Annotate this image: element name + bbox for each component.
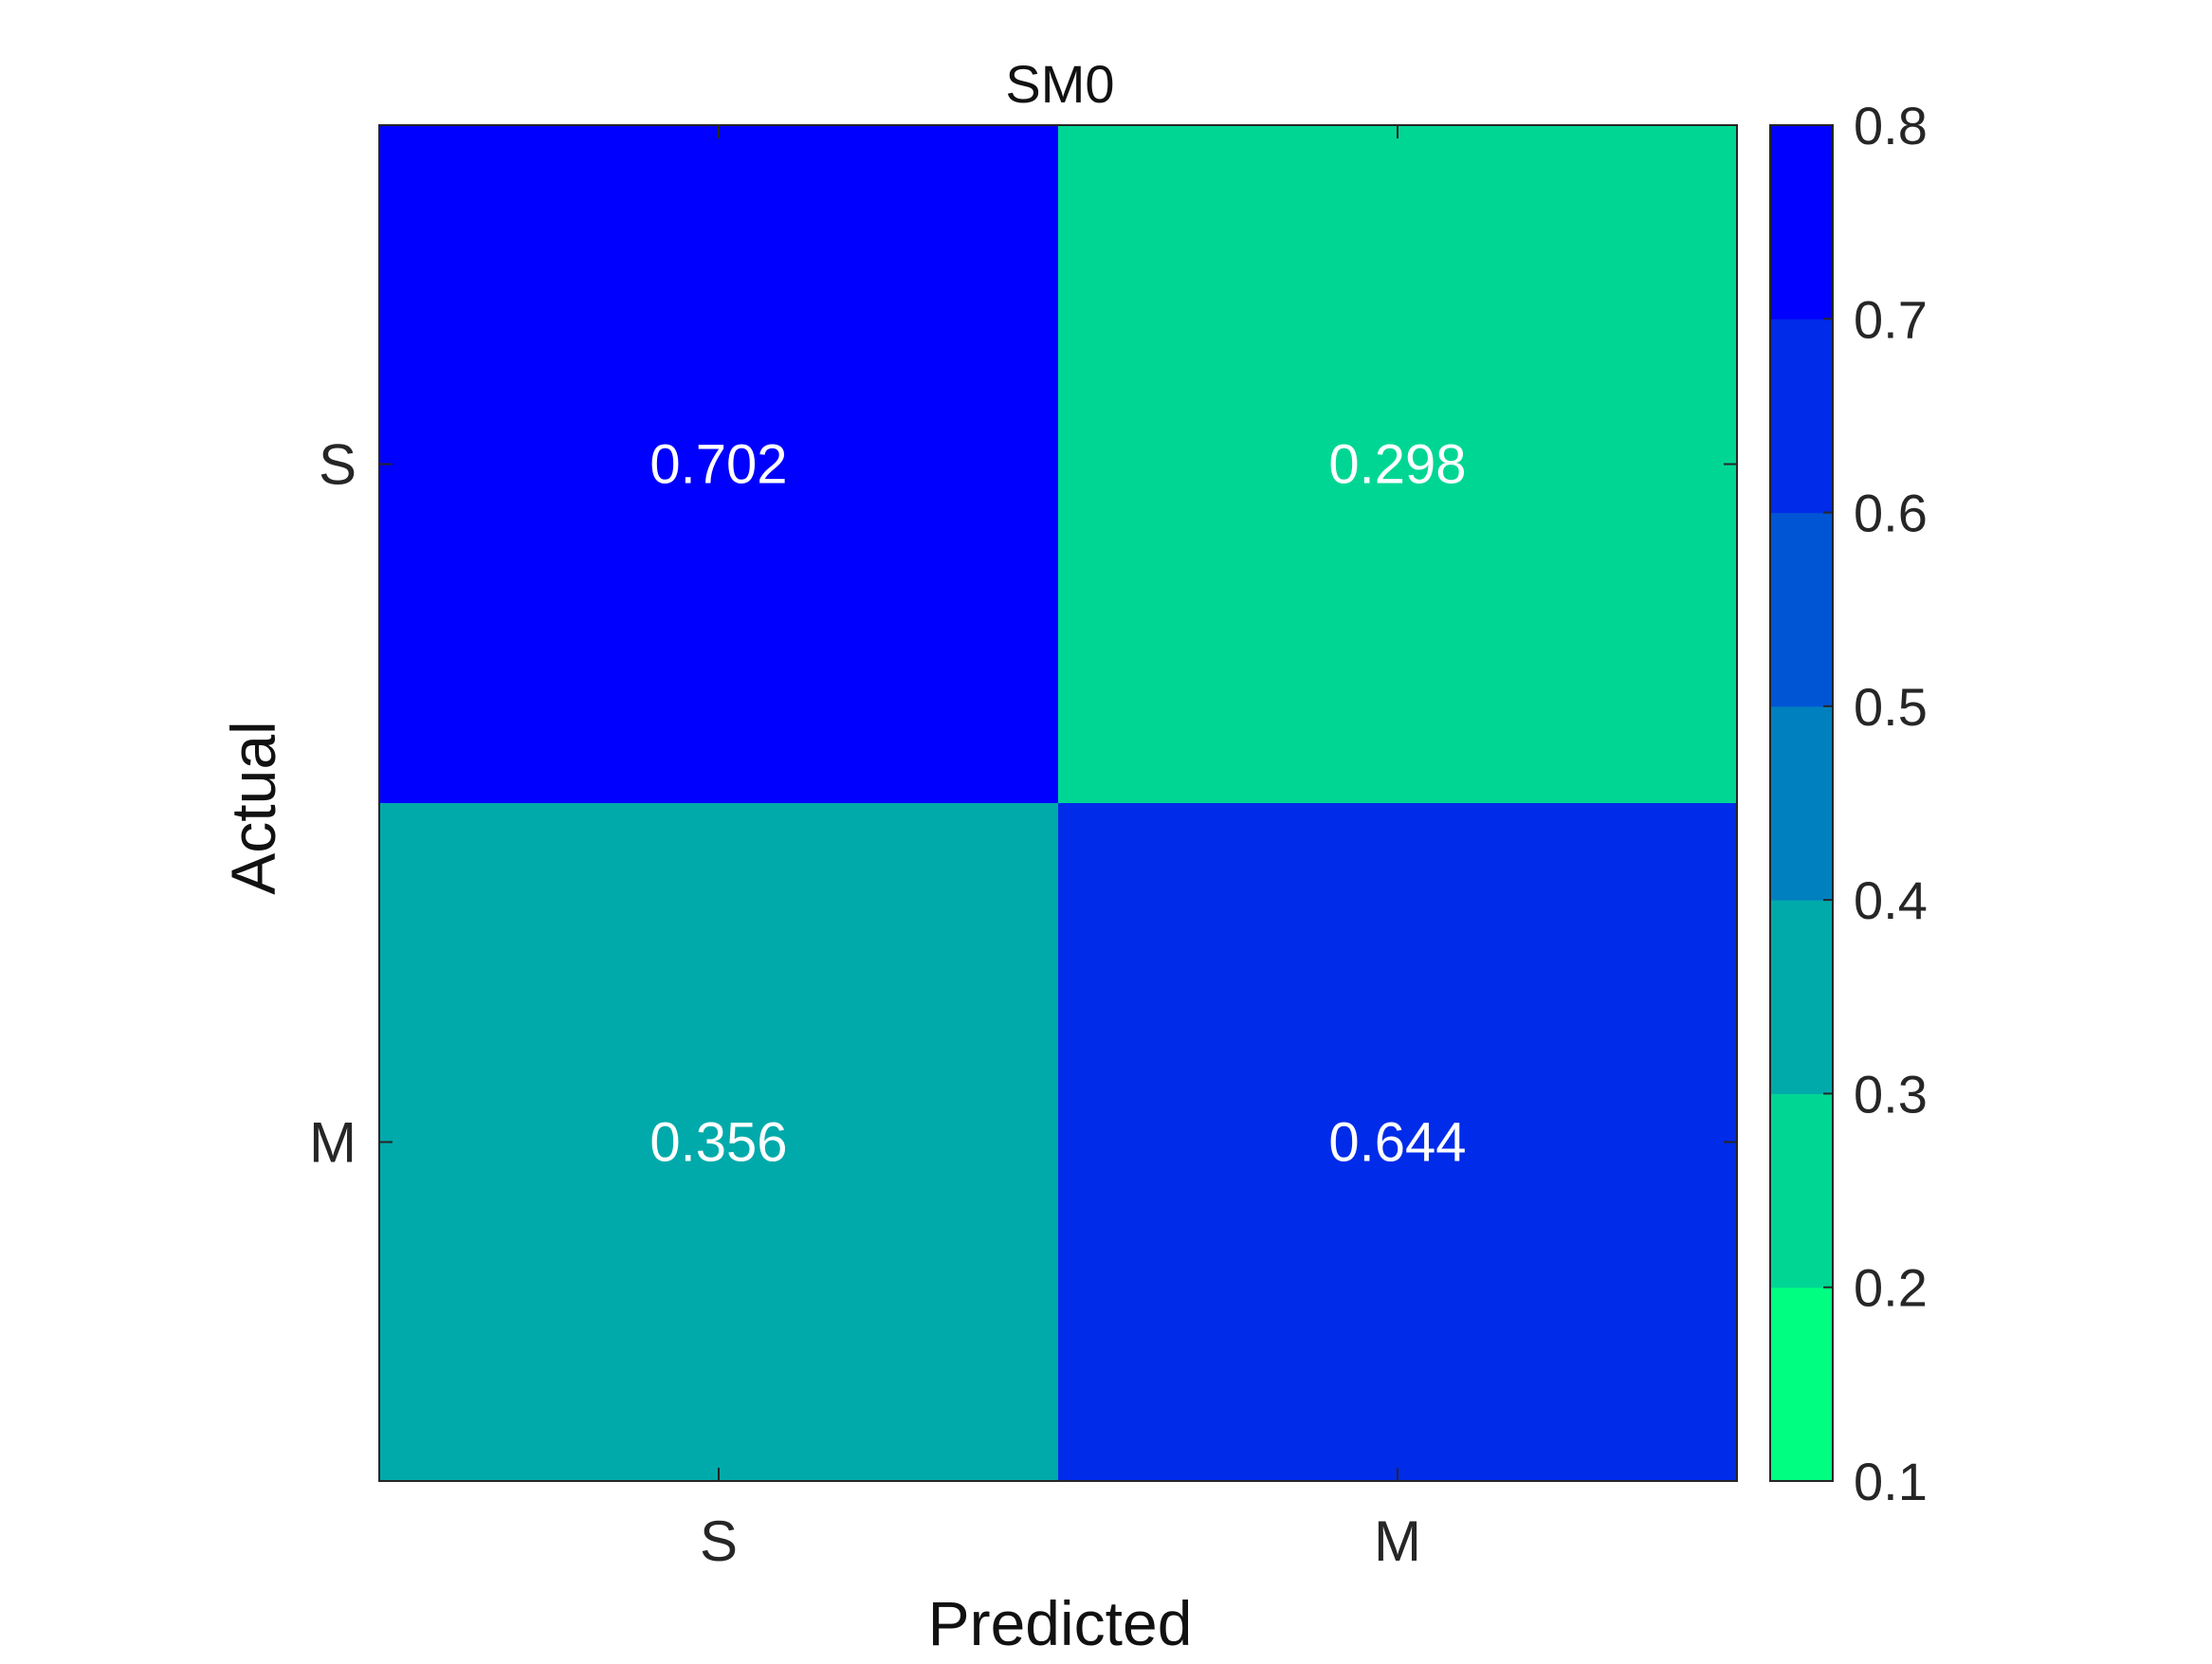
colorbar-tick-label: 0.5	[1854, 677, 1928, 737]
colorbar-bin	[1770, 705, 1833, 901]
colorbar-tick-label: 0.7	[1854, 289, 1928, 349]
colorbar: 0.8 0.7 0.6 0.5 0.4 0.3 0.2 0.1	[1769, 96, 1928, 1511]
colorbar-bin	[1770, 512, 1833, 707]
colorbar-tick-label: 0.2	[1854, 1258, 1928, 1318]
colorbar-bin	[1770, 1287, 1833, 1482]
colorbar-frame	[1769, 124, 1834, 1482]
colorbar-bin	[1770, 125, 1833, 320]
chart-title: SM0	[1005, 54, 1114, 114]
colorbar-tick-label: 0.8	[1854, 96, 1928, 155]
x-tick-label: S	[700, 1509, 738, 1573]
heatmap-cell	[379, 803, 1059, 1482]
heatmap-cell	[379, 125, 1059, 804]
x-tick-label: M	[1374, 1509, 1421, 1573]
colorbar-bin	[1770, 319, 1833, 514]
cell-value-label: 0.702	[649, 434, 787, 496]
colorbar-tick-label: 0.6	[1854, 484, 1928, 543]
heatmap-cells: 0.702 0.298 0.356 0.644	[379, 125, 1738, 1482]
colorbar-tick-label: 0.4	[1854, 870, 1928, 930]
y-tick-label: M	[309, 1111, 356, 1175]
y-tick-label: S	[319, 433, 356, 497]
colorbar-bin	[1770, 1093, 1833, 1289]
y-axis-label: Actual	[218, 721, 288, 894]
plot-frame	[378, 124, 1738, 1482]
colorbar-tick-label: 0.3	[1854, 1064, 1928, 1124]
heatmap-axes: S M S M	[309, 124, 1738, 1573]
cell-value-label: 0.356	[649, 1112, 787, 1174]
heatmap-cell	[1058, 125, 1738, 804]
colorbar-tick-label: 0.1	[1854, 1452, 1928, 1511]
cell-value-label: 0.298	[1328, 434, 1466, 496]
x-axis-label: Predicted	[928, 1588, 1193, 1658]
cell-value-label: 0.644	[1328, 1112, 1466, 1174]
colorbar-bin	[1770, 900, 1833, 1094]
heatmap-cell	[1058, 803, 1738, 1482]
